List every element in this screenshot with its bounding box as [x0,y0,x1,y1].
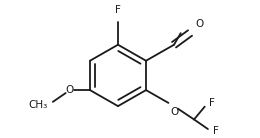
Text: F: F [209,98,214,108]
Text: CH₃: CH₃ [28,100,47,110]
Text: F: F [213,126,219,136]
Text: F: F [115,5,121,15]
Text: O: O [66,85,74,95]
Text: O: O [170,108,178,117]
Text: O: O [195,19,204,29]
